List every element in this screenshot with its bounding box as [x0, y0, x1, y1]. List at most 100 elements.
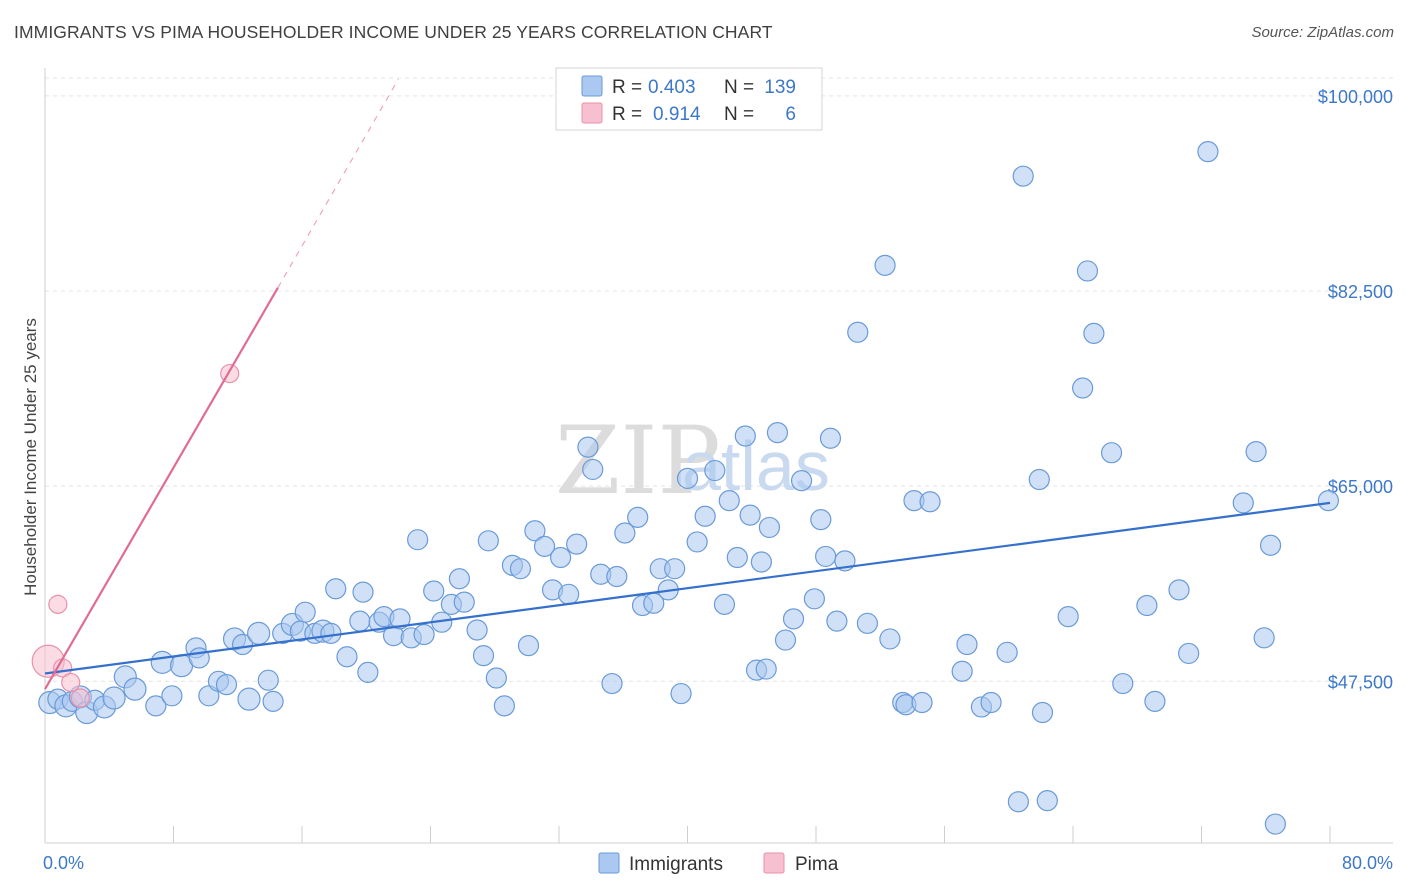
immigrants-point-130	[1232, 492, 1254, 514]
immigrants-point-98	[826, 610, 848, 632]
immigrants-point-33	[325, 578, 347, 600]
immigrants-point-37	[357, 661, 379, 683]
immigrants-point-88	[755, 658, 777, 680]
immigrants-point-93	[790, 469, 813, 492]
pima-trend-line	[44, 287, 279, 690]
immigrants-point-62	[558, 583, 580, 605]
source-label: Source: ZipAtlas.com	[1251, 24, 1394, 41]
immigrants-point-120	[1072, 377, 1094, 399]
immigrants-point-29	[294, 601, 316, 623]
legend-r-value-1: 0.403	[648, 77, 696, 98]
immigrants-point-44	[413, 623, 435, 646]
y-tick-label-3: $47,500	[1328, 672, 1393, 692]
immigrants-point-102	[874, 254, 896, 276]
immigrants-point-23	[247, 621, 271, 645]
top-legend: R = 0.403 N = 139 R = 0.914 N = 6	[555, 67, 823, 131]
immigrants-point-10	[123, 677, 147, 701]
immigrants-point-53	[485, 667, 507, 689]
immigrants-point-117	[1031, 701, 1054, 724]
y-tick-label-1: $82,500	[1328, 282, 1393, 302]
immigrants-point-114	[1007, 791, 1029, 813]
immigrants-point-82	[718, 490, 740, 512]
immigrants-point-89	[758, 516, 781, 539]
immigrants-point-19	[215, 674, 238, 696]
legend-n-label-1: N =	[724, 77, 754, 98]
legend-n-label-2: N =	[724, 104, 754, 125]
legend-n-value-2: 6	[785, 104, 796, 125]
trend-lines	[44, 78, 1331, 690]
immigrants-point-101	[856, 612, 879, 634]
immigrants-point-107	[911, 691, 933, 714]
immigrants-point-25	[262, 690, 284, 712]
x-tick-label-min: 0.0%	[43, 853, 84, 873]
immigrants-point-103	[879, 628, 901, 650]
immigrants-point-61	[550, 546, 572, 569]
immigrants-point-108	[919, 491, 941, 513]
immigrants-point-96	[815, 545, 837, 568]
watermark: ZIP atlas	[555, 407, 830, 516]
immigrants-point-127	[1168, 579, 1190, 601]
immigrants-point-129	[1197, 141, 1219, 163]
immigrants-point-92	[782, 608, 805, 630]
y-tick-label-2: $65,000	[1328, 477, 1393, 497]
immigrants-point-51	[472, 645, 495, 667]
pima-point-1	[48, 594, 68, 614]
immigrants-point-57	[517, 635, 540, 657]
immigrants-point-134	[1264, 813, 1286, 835]
immigrants-point-135	[1317, 490, 1339, 512]
immigrants-point-115	[1012, 165, 1034, 187]
immigrants-point-77	[676, 467, 699, 489]
immigrants-point-131	[1245, 440, 1267, 463]
x-tick-label-max: 80.0%	[1342, 853, 1393, 873]
y-tick-labels: $100,000 $82,500 $65,000 $47,500	[1318, 87, 1393, 692]
chart-title: IMMIGRANTS VS PIMA HOUSEHOLDER INCOME UN…	[14, 22, 773, 42]
immigrants-point-79	[694, 505, 716, 527]
legend-n-value-1: 139	[764, 77, 796, 98]
axes	[44, 68, 1393, 844]
immigrants-point-125	[1136, 594, 1158, 617]
immigrants-point-50	[466, 619, 488, 641]
immigrants-point-76	[670, 682, 692, 705]
immigrants-point-52	[477, 530, 499, 552]
bottom-legend: Immigrants Pima	[598, 852, 839, 875]
immigrants-trend-line	[44, 501, 1331, 675]
immigrants-point-113	[996, 641, 1018, 663]
immigrants-point-109	[951, 660, 973, 682]
bottom-legend-swatch-immigrants	[598, 852, 620, 874]
immigrants-points	[38, 141, 1339, 835]
immigrants-point-22	[237, 687, 261, 711]
immigrants-point-24	[257, 669, 279, 691]
immigrants-point-110	[956, 633, 978, 656]
legend-swatch-immigrants	[581, 75, 603, 97]
immigrants-point-95	[810, 509, 832, 531]
y-axis-label: Householder Income Under 25 years	[21, 318, 40, 596]
immigrants-point-83	[726, 546, 748, 569]
immigrants-point-64	[577, 436, 599, 458]
immigrants-point-11	[145, 695, 167, 717]
immigrants-point-56	[509, 558, 532, 580]
watermark-zip: ZIP	[555, 407, 721, 516]
immigrants-point-16	[188, 647, 210, 669]
immigrants-point-45	[423, 580, 445, 602]
immigrants-point-78	[686, 531, 708, 553]
immigrants-point-65	[582, 458, 604, 481]
immigrants-point-97	[819, 427, 842, 449]
immigrants-point-48	[448, 568, 471, 590]
immigrants-point-54	[493, 695, 515, 717]
immigrants-point-32	[320, 622, 342, 644]
immigrants-point-85	[739, 504, 761, 526]
immigrants-point-8	[102, 686, 126, 710]
legend-swatch-pima	[581, 102, 603, 124]
immigrants-point-90	[766, 422, 789, 444]
immigrants-point-133	[1259, 534, 1282, 556]
pima-trend-extension	[277, 78, 399, 288]
pima-point-4	[70, 688, 90, 708]
bottom-legend-swatch-pima	[763, 852, 785, 874]
immigrants-point-124	[1112, 672, 1134, 695]
x-ticks	[44, 826, 1331, 843]
legend-r-value-2: 0.914	[653, 104, 701, 125]
immigrants-point-87	[750, 551, 772, 573]
bottom-legend-pima: Pima	[795, 854, 839, 875]
immigrants-point-116	[1028, 468, 1050, 491]
